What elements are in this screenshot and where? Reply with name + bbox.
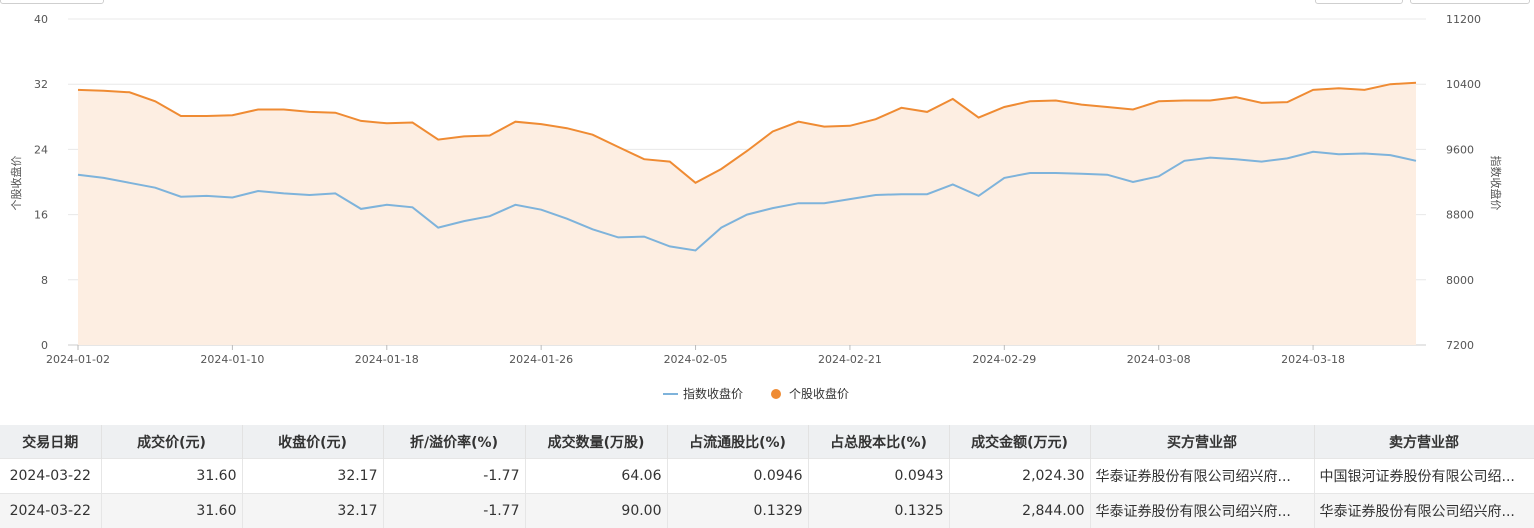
legend: 指数收盘价 个股收盘价 (663, 386, 849, 401)
y-right-tick-label: 8000 (1446, 274, 1474, 287)
cell-premium-rate: -1.77 (383, 459, 525, 494)
legend-label-index: 指数收盘价 (683, 386, 743, 401)
col-header-buyer[interactable]: 买方营业部 (1090, 425, 1314, 459)
x-tick-label: 2024-02-05 (664, 353, 728, 366)
col-header-close-price[interactable]: 收盘价(元) (242, 425, 383, 459)
x-tick-label: 2024-02-21 (818, 353, 882, 366)
cell-buyer[interactable]: 华泰证券股份有限公司绍兴府... (1090, 494, 1314, 528)
legend-label-stock: 个股收盘价 (789, 386, 849, 401)
y-axis-right-title: 指数收盘价 (1489, 156, 1503, 211)
cell-close-price: 32.17 (242, 494, 383, 528)
cell-trade-price: 31.60 (101, 494, 242, 528)
cell-float-ratio: 0.0946 (667, 459, 808, 494)
cell-seller[interactable]: 华泰证券股份有限公司绍兴府... (1314, 494, 1534, 528)
legend-item-stock[interactable]: 个股收盘价 (771, 386, 849, 401)
col-header-trade-price[interactable]: 成交价(元) (101, 425, 242, 459)
col-header-seller[interactable]: 卖方营业部 (1314, 425, 1534, 459)
y-left-tick-label: 32 (34, 78, 48, 91)
y-right-tick-label: 8800 (1446, 209, 1474, 222)
cell-amount: 2,024.30 (949, 459, 1090, 494)
col-header-amount[interactable]: 成交金额(万元) (949, 425, 1090, 459)
y-left-tick-label: 16 (34, 209, 48, 222)
x-tick-label: 2024-01-26 (509, 353, 573, 366)
col-header-premium-rate[interactable]: 折/溢价率(%) (383, 425, 525, 459)
cell-volume: 64.06 (525, 459, 667, 494)
x-tick-label: 2024-03-08 (1127, 353, 1191, 366)
y-left-tick-label: 8 (41, 274, 48, 287)
x-tick-label: 2024-01-18 (355, 353, 419, 366)
y-left-tick-label: 40 (34, 13, 48, 26)
cell-total-ratio: 0.1325 (808, 494, 949, 528)
y-right-tick-label: 10400 (1446, 78, 1481, 91)
cell-close-price: 32.17 (242, 459, 383, 494)
x-tick-label: 2024-03-18 (1281, 353, 1345, 366)
col-header-total-ratio[interactable]: 占总股本比(%) (808, 425, 949, 459)
cell-seller[interactable]: 中国银河证券股份有限公司绍... (1314, 459, 1534, 494)
x-tick-label: 2024-01-10 (200, 353, 264, 366)
y-left-tick-label: 0 (41, 339, 48, 352)
cell-volume: 90.00 (525, 494, 667, 528)
table-row: 2024-03-22 31.60 32.17 -1.77 90.00 0.132… (0, 494, 1534, 528)
cell-buyer[interactable]: 华泰证券股份有限公司绍兴府... (1090, 459, 1314, 494)
y-right-tick-label: 9600 (1446, 143, 1474, 156)
cell-trade-date: 2024-03-22 (0, 494, 101, 528)
legend-item-index[interactable]: 指数收盘价 (663, 386, 743, 401)
block-trade-table: 交易日期 成交价(元) 收盘价(元) 折/溢价率(%) 成交数量(万股) 占流通… (0, 425, 1534, 528)
table-header-row: 交易日期 成交价(元) 收盘价(元) 折/溢价率(%) 成交数量(万股) 占流通… (0, 425, 1534, 459)
legend-swatch-stock (771, 389, 781, 399)
y-right-tick-label: 11200 (1446, 13, 1481, 26)
cell-amount: 2,844.00 (949, 494, 1090, 528)
col-header-float-ratio[interactable]: 占流通股比(%) (667, 425, 808, 459)
table-row: 2024-03-22 31.60 32.17 -1.77 64.06 0.094… (0, 459, 1534, 494)
cell-trade-date: 2024-03-22 (0, 459, 101, 494)
cell-trade-price: 31.60 (101, 459, 242, 494)
price-line-chart: 0 8 16 24 32 40 7200 8000 8800 9600 10400 11200 2024… (0, 0, 1534, 420)
y-axis-left-title: 个股收盘价 (9, 156, 23, 211)
col-header-volume[interactable]: 成交数量(万股) (525, 425, 667, 459)
col-header-trade-date[interactable]: 交易日期 (0, 425, 101, 459)
y-right-tick-label: 7200 (1446, 339, 1474, 352)
x-tick-label: 2024-02-29 (972, 353, 1036, 366)
cell-float-ratio: 0.1329 (667, 494, 808, 528)
cell-premium-rate: -1.77 (383, 494, 525, 528)
x-tick-label: 2024-01-02 (46, 353, 110, 366)
y-left-tick-label: 24 (34, 143, 48, 156)
cell-total-ratio: 0.0943 (808, 459, 949, 494)
